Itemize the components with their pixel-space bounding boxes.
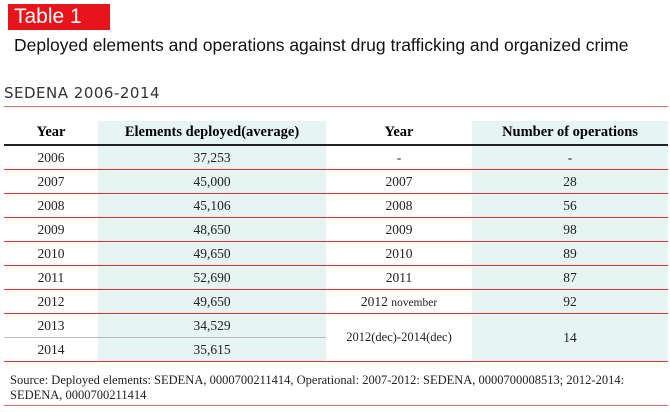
table-row: 2009 48,650 2009 98 (4, 217, 668, 242)
cell-operations: - (472, 145, 668, 170)
cell-operations: 98 (472, 217, 668, 242)
cell-year-2: 2007 (326, 169, 472, 194)
cell-year: 2013 (4, 313, 98, 338)
cell-elements: 49,650 (98, 289, 326, 314)
cell-year-2-value: 2012 (360, 293, 388, 309)
header-rule (4, 106, 668, 107)
header-year: Year (4, 121, 98, 146)
cell-elements: 48,650 (98, 217, 326, 242)
cell-year-2: - (326, 145, 472, 170)
table-row: 2006 37,253 - - (4, 145, 668, 170)
cell-operations: 89 (472, 241, 668, 266)
cell-elements: 34,529 (98, 313, 326, 338)
cell-year-2-merged: 2012(dec)-2014(dec) (326, 313, 472, 362)
cell-year-2: 2010 (326, 241, 472, 266)
cell-elements: 49,650 (98, 241, 326, 266)
header-elements: Elements deployed(average) (98, 121, 326, 146)
table-header-row: Year Elements deployed(average) Year Num… (4, 121, 668, 146)
cell-operations-merged: 14 (472, 313, 668, 362)
cell-year-2: 2008 (326, 193, 472, 218)
cell-elements: 37,253 (98, 145, 326, 170)
cell-year: 2011 (4, 265, 98, 290)
source-note: Source: Deployed elements: SEDENA, 00007… (10, 373, 625, 402)
cell-year: 2014 (4, 337, 98, 362)
cell-year: 2006 (4, 145, 98, 170)
cell-year-2: 2011 (326, 265, 472, 290)
table-row: 2007 45,000 2007 28 (4, 169, 668, 194)
page-title: Deployed elements and operations against… (14, 35, 629, 55)
table-row: 2014 35,615 (4, 337, 668, 362)
cell-year: 2007 (4, 169, 98, 194)
bottom-rule (4, 405, 668, 406)
header-year-2: Year (326, 121, 472, 146)
cell-operations: 92 (472, 289, 668, 314)
data-table: Year Elements deployed(average) Year Num… (4, 121, 668, 362)
cell-elements: 35,615 (98, 337, 326, 362)
table-row: 2012 49,650 2012 november 92 (4, 289, 668, 314)
cell-year-2: 2009 (326, 217, 472, 242)
table-badge: Table 1 (8, 4, 110, 30)
cell-year: 2008 (4, 193, 98, 218)
cell-year: 2009 (4, 217, 98, 242)
cell-elements: 45,000 (98, 169, 326, 194)
cell-year: 2010 (4, 241, 98, 266)
cell-elements: 45,106 (98, 193, 326, 218)
cell-elements: 52,690 (98, 265, 326, 290)
table-row: 2008 45,106 2008 56 (4, 193, 668, 218)
cell-operations: 56 (472, 193, 668, 218)
cell-year: 2012 (4, 289, 98, 314)
table-row: 2011 52,690 2011 87 (4, 265, 668, 290)
cell-operations: 87 (472, 265, 668, 290)
table-row: 2010 49,650 2010 89 (4, 241, 668, 266)
cell-year-2-note: november (391, 296, 438, 309)
cell-operations: 28 (472, 169, 668, 194)
source-subtitle: SEDENA 2006-2014 (4, 84, 161, 102)
header-operations: Number of operations (472, 121, 668, 146)
cell-year-2: 2012 november (326, 289, 472, 314)
table-row: 2013 34,529 2012(dec)-2014(dec) 14 (4, 313, 668, 362)
